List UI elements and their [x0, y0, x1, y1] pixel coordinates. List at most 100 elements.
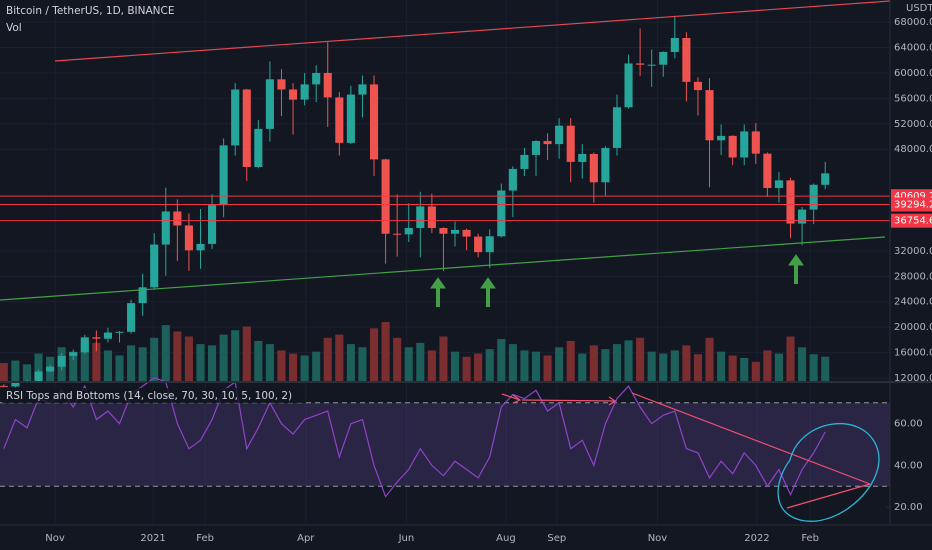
volume-bar — [381, 322, 390, 382]
volume-label: Vol — [6, 22, 22, 34]
volume-bar — [34, 353, 43, 382]
candle-body — [717, 135, 726, 141]
candle-body — [115, 331, 124, 333]
volume-bar — [69, 351, 78, 382]
candle-body — [34, 371, 43, 382]
candle-body — [46, 366, 55, 372]
candle-body — [161, 211, 170, 245]
candle-body — [173, 211, 182, 226]
y-tick-label: 48000.00 — [894, 144, 932, 155]
candle-body — [416, 206, 425, 229]
volume-bar — [103, 350, 112, 382]
candle-body — [751, 131, 760, 154]
volume-bar — [659, 353, 668, 382]
volume-bar — [11, 360, 20, 382]
volume-bar — [740, 358, 749, 382]
candle-body — [578, 153, 587, 162]
candle-body — [763, 153, 772, 188]
rsi-arrow-head — [608, 396, 617, 406]
volume-bar — [543, 355, 552, 382]
candle-body — [138, 287, 147, 304]
y-tick-label: 32000.00 — [894, 246, 932, 257]
price-label: 40609.26 — [894, 191, 932, 202]
candle-body — [57, 355, 66, 367]
candle-body — [393, 233, 402, 235]
volume-bar — [705, 337, 714, 382]
candle-body — [439, 228, 448, 234]
candle-body — [497, 190, 506, 237]
volume-bar — [92, 342, 101, 382]
volume-bar — [821, 356, 830, 382]
volume-bar — [358, 347, 367, 382]
volume-bar — [184, 336, 193, 382]
candle-body — [312, 72, 321, 85]
x-tick-label: Aug — [496, 533, 516, 544]
volume-bar — [508, 344, 517, 382]
candle-body — [150, 244, 159, 288]
grid — [0, 0, 890, 525]
price-label-bg — [891, 213, 932, 228]
volume-bar — [115, 355, 124, 382]
candle-body — [485, 236, 494, 253]
volume-bar — [369, 328, 379, 382]
candle-body — [335, 97, 344, 143]
candle-body — [705, 90, 714, 141]
volume-bar — [427, 350, 436, 382]
volume — [0, 322, 830, 382]
x-tick-label: Nov — [648, 533, 668, 544]
candle-body — [508, 168, 517, 191]
candle-body — [196, 243, 205, 251]
rsi-arrow-line — [521, 399, 616, 402]
volume-bar — [254, 340, 263, 382]
volume-bar — [786, 336, 795, 382]
volume-bar — [612, 344, 622, 382]
candle-body — [127, 303, 136, 332]
volume-bar — [647, 351, 656, 382]
rsi-arrow-head — [512, 394, 522, 404]
volume-bar — [138, 347, 147, 382]
y-tick-label: 60000.00 — [894, 68, 932, 79]
candle-body — [69, 352, 78, 356]
candle-body — [358, 84, 367, 95]
candle-body — [462, 229, 471, 237]
candle-body — [265, 79, 274, 129]
volume-bar — [485, 349, 494, 382]
arrow-head — [430, 277, 446, 289]
rsi-trend-line — [786, 483, 871, 509]
candle-body — [0, 385, 8, 387]
price-label: 39294.29 — [894, 200, 932, 211]
volume-bar — [208, 345, 217, 382]
candle-body — [566, 125, 575, 162]
candle-body — [670, 38, 679, 52]
candle-body — [659, 51, 668, 65]
volume-bar — [636, 337, 645, 382]
candle-body — [231, 89, 240, 146]
y-tick-label: 40.00 — [894, 460, 923, 471]
volume-bar — [312, 351, 321, 382]
candle-body — [693, 81, 703, 91]
candle-body — [728, 135, 737, 158]
arrows — [430, 254, 804, 307]
x-tick-label: Feb — [801, 533, 819, 544]
volume-bar — [474, 353, 483, 382]
volume-bar — [416, 342, 425, 382]
y-tick-label: 56000.00 — [894, 93, 932, 104]
volume-bar — [462, 356, 471, 382]
candle-body — [323, 72, 332, 98]
candle-body — [404, 228, 413, 235]
currency-label: USDT — [906, 3, 932, 14]
candle-body — [543, 140, 552, 145]
y-tick-label: 64000.00 — [894, 43, 932, 54]
volume-bar — [0, 363, 8, 382]
volume-bar — [682, 345, 691, 382]
rsi-arrow-line — [501, 393, 521, 401]
volume-bar — [520, 350, 529, 382]
candle-body — [520, 154, 529, 169]
candle-body — [103, 332, 112, 339]
y-tick-label: 20000.00 — [894, 322, 932, 333]
candle-body — [208, 205, 217, 244]
y-tick-label: 68000.00 — [894, 17, 932, 28]
candle-body — [474, 236, 483, 253]
volume-bar — [566, 340, 575, 382]
